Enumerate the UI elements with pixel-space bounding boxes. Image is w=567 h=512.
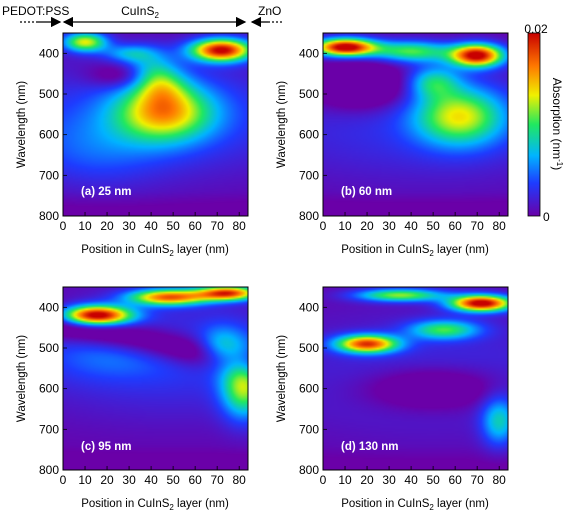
y-ticks-b: 400 500 600 700 800 bbox=[299, 46, 327, 223]
x-tick-label: 0 bbox=[320, 219, 327, 233]
x-axis-label-d: Position in CuInS2 layer (nm) bbox=[341, 498, 489, 512]
x-tick-label: 40 bbox=[144, 219, 158, 233]
y-tick-label: 500 bbox=[39, 341, 59, 355]
x-tick-label: 60 bbox=[448, 219, 462, 233]
x-tick-label: 20 bbox=[100, 473, 114, 487]
y-tick-label: 700 bbox=[299, 168, 319, 182]
panel-label-a: (a) 25 nm bbox=[81, 186, 132, 198]
x-tick-label: 10 bbox=[338, 473, 352, 487]
x-tick-label: 80 bbox=[233, 473, 247, 487]
y-axis-label-a: Wavelength (nm) bbox=[16, 81, 28, 168]
y-tick-label: 800 bbox=[299, 463, 319, 477]
panel-c: 0 10 20 30 40 50 60 70 80 400 500 600 700 800 (c) 95… bbox=[16, 286, 249, 512]
zno-label: ZnO bbox=[258, 4, 281, 18]
y-tick-label: 500 bbox=[39, 87, 59, 101]
x-ticks-a: 0 10 20 30 40 50 60 70 80 bbox=[60, 212, 247, 233]
axes-frame-c bbox=[62, 286, 249, 471]
x-tick-label: 0 bbox=[60, 473, 67, 487]
y-ticks-c: 400 500 600 700 800 bbox=[39, 300, 67, 477]
y-tick-label: 800 bbox=[299, 209, 319, 223]
colorbar-min-label: 0 bbox=[543, 210, 550, 224]
colorbar-title: Absorption (nm-1) bbox=[550, 78, 564, 171]
y-tick-label: 800 bbox=[39, 463, 59, 477]
y-tick-label: 400 bbox=[39, 300, 59, 314]
x-tick-label: 70 bbox=[210, 473, 224, 487]
x-axis-label-a: Position in CuInS2 layer (nm) bbox=[81, 244, 229, 258]
y-tick-label: 400 bbox=[299, 46, 319, 60]
x-tick-label: 70 bbox=[470, 473, 484, 487]
x-tick-label: 30 bbox=[382, 219, 396, 233]
x-tick-label: 20 bbox=[360, 473, 374, 487]
x-tick-label: 50 bbox=[426, 219, 440, 233]
heatmap-a bbox=[63, 33, 248, 216]
x-tick-label: 10 bbox=[78, 473, 92, 487]
x-tick-label: 80 bbox=[493, 473, 507, 487]
x-tick-label: 70 bbox=[470, 219, 484, 233]
y-axis-label-c: Wavelength (nm) bbox=[16, 335, 28, 422]
panel-d: 0 10 20 30 40 50 60 70 80 400 500 600 700 800 (d) 13… bbox=[276, 286, 509, 512]
x-tick-label: 50 bbox=[166, 219, 180, 233]
x-tick-label: 20 bbox=[100, 219, 114, 233]
x-axis-label-b: Position in CuInS2 layer (nm) bbox=[341, 244, 489, 258]
x-tick-label: 60 bbox=[188, 219, 202, 233]
x-tick-label: 20 bbox=[360, 219, 374, 233]
y-tick-label: 400 bbox=[39, 46, 59, 60]
y-tick-label: 700 bbox=[39, 422, 59, 436]
x-tick-label: 50 bbox=[166, 473, 180, 487]
y-tick-label: 800 bbox=[39, 209, 59, 223]
x-tick-label: 10 bbox=[338, 219, 352, 233]
heatmap-d bbox=[323, 287, 508, 470]
y-axis-label-b: Wavelength (nm) bbox=[276, 81, 288, 168]
layer-header: PEDOT:PSS CuInS2 ZnO bbox=[2, 4, 282, 28]
pedot-pss-label: PEDOT:PSS bbox=[2, 4, 69, 18]
x-tick-label: 0 bbox=[60, 219, 67, 233]
x-tick-label: 50 bbox=[426, 473, 440, 487]
x-tick-label: 30 bbox=[122, 473, 136, 487]
colorbar-gradient bbox=[527, 32, 541, 217]
panel-label-d: (d) 130 nm bbox=[341, 441, 399, 453]
axes-frame-d bbox=[322, 286, 509, 471]
x-ticks-c: 0 10 20 30 40 50 60 70 80 bbox=[60, 466, 247, 487]
x-tick-label: 40 bbox=[404, 219, 418, 233]
y-tick-label: 500 bbox=[299, 87, 319, 101]
cuins2-label: CuInS2 bbox=[121, 4, 159, 20]
x-axis-label-c: Position in CuInS2 layer (nm) bbox=[81, 498, 229, 512]
x-tick-label: 40 bbox=[144, 473, 158, 487]
y-axis-label-d: Wavelength (nm) bbox=[276, 335, 288, 422]
panel-label-b: (b) 60 nm bbox=[341, 186, 392, 198]
y-tick-label: 600 bbox=[299, 128, 319, 142]
y-tick-label: 600 bbox=[39, 382, 59, 396]
panel-a: 0 10 20 30 40 50 60 70 80 400 500 600 700 800 (a) 25… bbox=[16, 32, 249, 258]
x-tick-label: 70 bbox=[210, 219, 224, 233]
colorbar-max-label: 0.02 bbox=[524, 22, 548, 36]
x-tick-label: 80 bbox=[493, 219, 507, 233]
x-ticks-b: 0 10 20 30 40 50 60 70 80 bbox=[320, 212, 507, 233]
colorbar: 0.02 0 Absorption (nm-1) bbox=[524, 22, 564, 224]
heatmap-c bbox=[63, 287, 248, 470]
axes-frame-a bbox=[62, 32, 249, 217]
y-ticks-a: 400 500 600 700 800 bbox=[39, 46, 67, 223]
y-tick-label: 700 bbox=[39, 168, 59, 182]
y-tick-label: 700 bbox=[299, 422, 319, 436]
x-tick-label: 60 bbox=[448, 473, 462, 487]
heatmap-b bbox=[323, 33, 508, 216]
x-tick-label: 80 bbox=[233, 219, 247, 233]
panel-label-c: (c) 95 nm bbox=[81, 441, 132, 453]
x-tick-label: 0 bbox=[320, 473, 327, 487]
y-tick-label: 500 bbox=[299, 341, 319, 355]
panel-b: 0 10 20 30 40 50 60 70 80 400 500 600 700 800 (b) 60… bbox=[276, 32, 509, 258]
x-tick-label: 40 bbox=[404, 473, 418, 487]
y-tick-label: 600 bbox=[39, 128, 59, 142]
x-tick-label: 30 bbox=[122, 219, 136, 233]
x-tick-label: 30 bbox=[382, 473, 396, 487]
y-ticks-d: 400 500 600 700 800 bbox=[299, 300, 327, 477]
x-tick-label: 10 bbox=[78, 219, 92, 233]
axes-frame-b bbox=[322, 32, 509, 217]
x-ticks-d: 0 10 20 30 40 50 60 70 80 bbox=[320, 466, 507, 487]
y-tick-label: 400 bbox=[299, 300, 319, 314]
x-tick-label: 60 bbox=[188, 473, 202, 487]
y-tick-label: 600 bbox=[299, 382, 319, 396]
